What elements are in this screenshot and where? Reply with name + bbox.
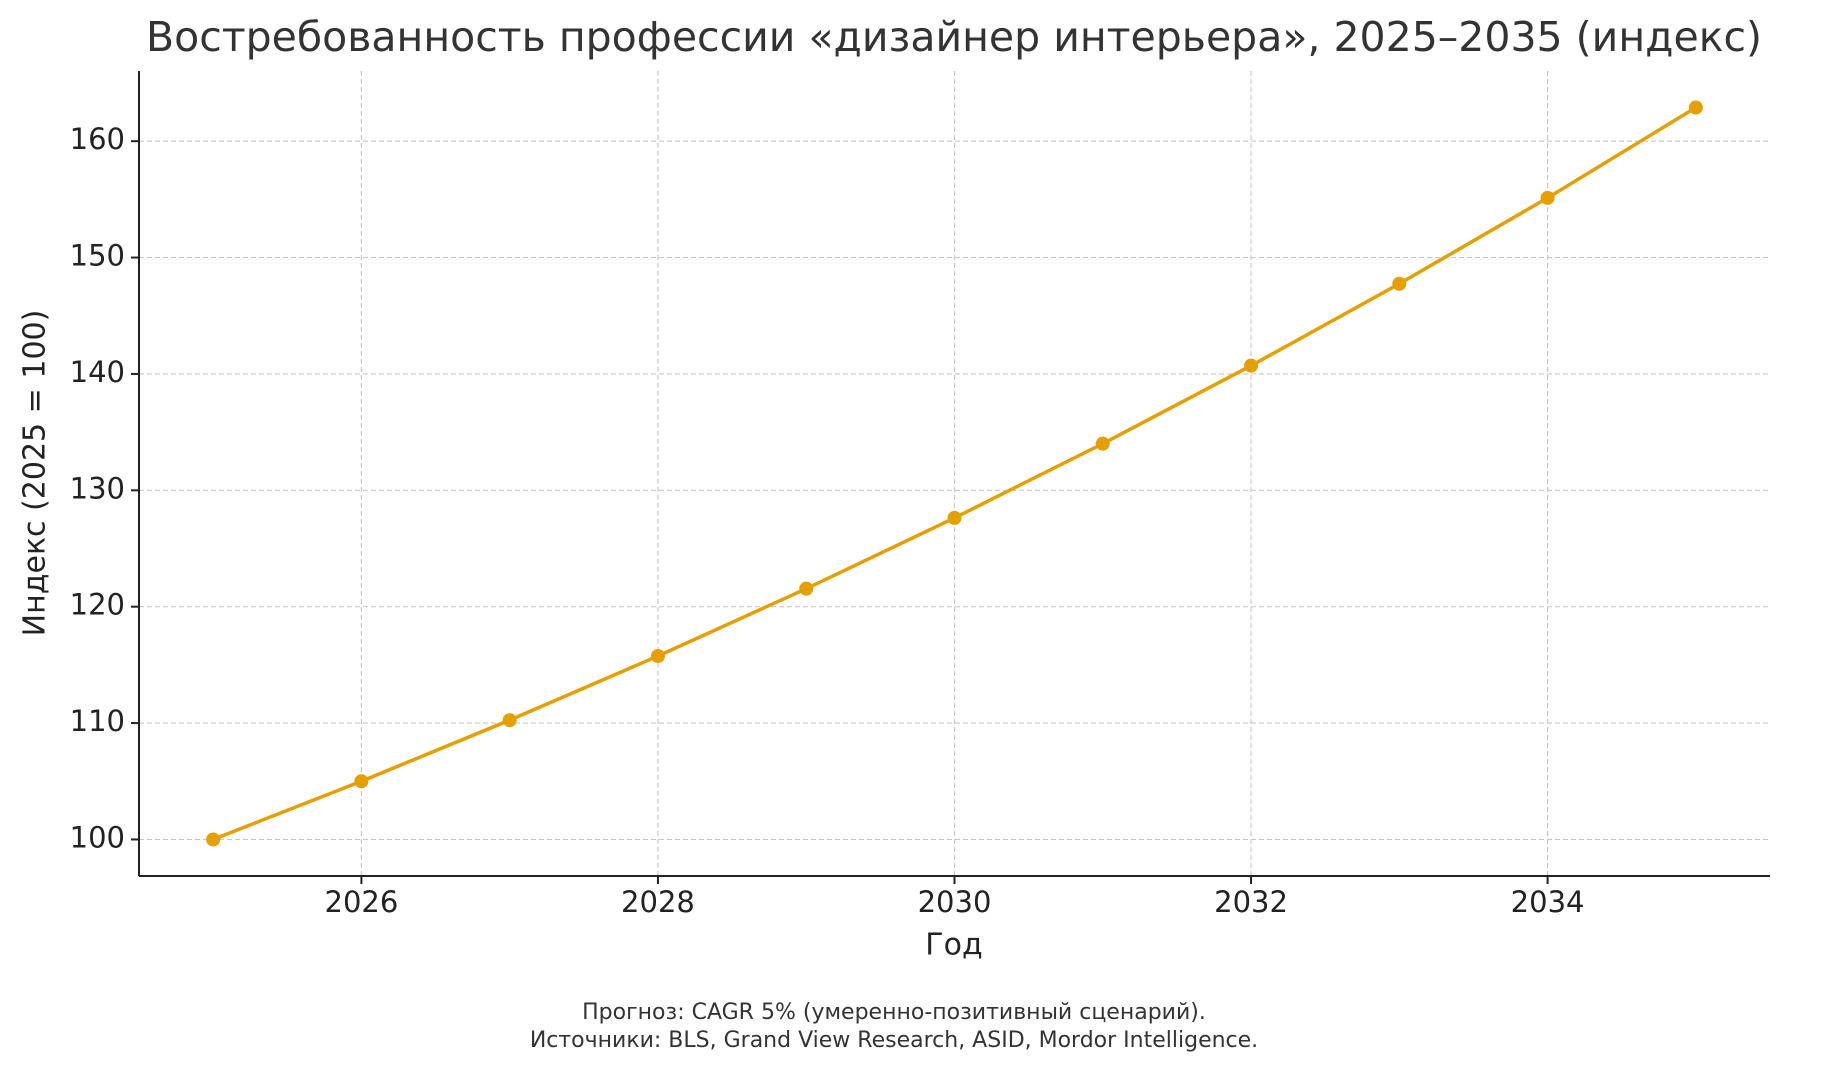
y-tick-label: 130 [70,471,125,505]
y-tick-label: 150 [70,239,125,273]
x-tick-label: 2028 [621,885,695,919]
y-tick-label: 110 [70,704,125,738]
data-point [799,581,814,596]
y-axis-label: Индекс (2025 = 100) [18,310,53,637]
data-point [1392,276,1407,291]
y-tick-label: 120 [70,588,125,622]
data-point [206,832,221,847]
footnote: Источники: BLS, Grand View Research, ASI… [530,1028,1258,1053]
data-point [1540,190,1555,205]
data-point [947,510,962,525]
data-point [1095,436,1110,451]
data-point [1244,358,1259,373]
chart-title: Востребованность профессии «дизайнер инт… [146,13,1762,61]
data-point [1688,100,1703,115]
footnote: Прогноз: CAGR 5% (умеренно-позитивный сц… [582,1000,1206,1025]
data-point [354,774,369,789]
y-tick-label: 140 [70,355,125,389]
x-tick-label: 2032 [1214,885,1288,919]
y-tick-label: 160 [70,122,125,156]
data-point [650,649,665,664]
data-point [502,713,517,728]
x-tick-label: 2034 [1511,885,1585,919]
y-tick-label: 100 [70,820,125,854]
x-tick-label: 2026 [325,885,399,919]
x-axis-label: Год [925,928,982,963]
x-tick-label: 2030 [918,885,992,919]
